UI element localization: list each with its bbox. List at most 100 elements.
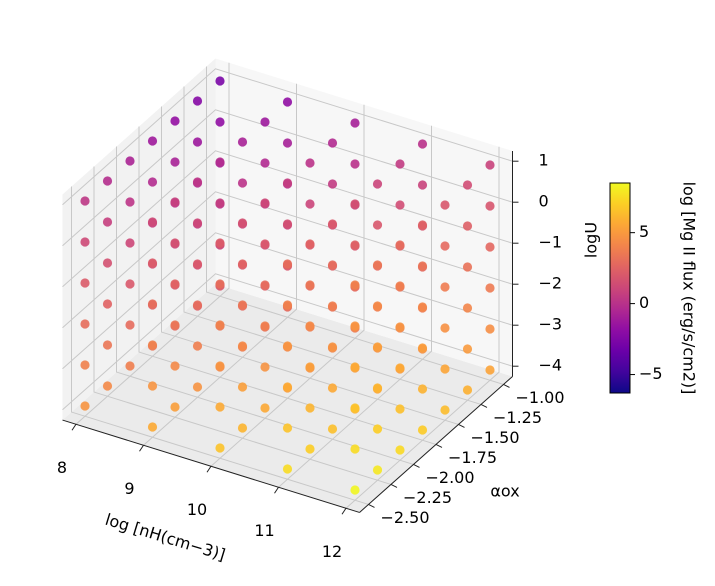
point (260, 403, 270, 413)
point (215, 117, 225, 127)
point (372, 220, 383, 230)
grid-line (62, 68, 513, 206)
point (237, 423, 248, 433)
point (237, 300, 248, 310)
point (327, 342, 338, 352)
point (440, 282, 450, 292)
point (395, 404, 405, 414)
point (102, 340, 113, 350)
x-axis-label: log [nH(cm−3)] (103, 510, 228, 565)
point (395, 445, 405, 455)
colorbar (609, 182, 631, 394)
y-tick-label: −1.75 (448, 448, 497, 467)
point (237, 137, 248, 147)
point (260, 280, 270, 290)
point (485, 283, 495, 293)
point (192, 300, 203, 310)
x-tick (341, 507, 347, 515)
y-tick-label: −1.25 (493, 408, 542, 427)
y-tick-label: −2.50 (381, 508, 430, 527)
point (260, 239, 270, 249)
point (260, 362, 270, 372)
point (215, 361, 225, 371)
point (282, 382, 293, 392)
y-tick (368, 504, 375, 508)
z-tick-label: −2 (539, 274, 563, 293)
point (305, 444, 315, 454)
grid-line (138, 126, 437, 445)
point (350, 403, 360, 413)
point (327, 179, 338, 189)
point (215, 320, 225, 330)
point (305, 239, 315, 249)
grid-line (278, 125, 432, 488)
point (147, 258, 158, 268)
point (462, 221, 473, 231)
point (462, 180, 473, 190)
point (125, 279, 135, 289)
point (260, 321, 270, 331)
point (282, 219, 293, 229)
z-tick-label: 0 (539, 192, 549, 211)
point (372, 342, 383, 352)
point (485, 242, 495, 252)
points (80, 76, 495, 495)
point (305, 280, 315, 290)
point (125, 320, 135, 330)
point (192, 177, 203, 187)
point (125, 238, 135, 248)
point (417, 384, 428, 394)
point (192, 96, 203, 106)
point (462, 344, 473, 354)
point (80, 237, 90, 247)
point (350, 240, 360, 250)
y-tick (503, 384, 510, 388)
point (215, 157, 225, 167)
point (305, 321, 315, 331)
x-tick (71, 423, 77, 431)
point (102, 217, 113, 227)
point (282, 259, 293, 269)
point (80, 278, 90, 288)
point (215, 402, 225, 412)
point (102, 299, 113, 309)
point (215, 76, 225, 86)
point (192, 259, 203, 269)
point (395, 159, 405, 169)
point (192, 382, 203, 392)
grid-line (62, 273, 513, 411)
point (372, 301, 383, 311)
point (395, 281, 405, 291)
point (350, 321, 360, 331)
grid-line (345, 146, 500, 509)
x-tick-label: 11 (254, 521, 274, 540)
point (147, 136, 158, 146)
point (125, 197, 135, 207)
point (350, 280, 360, 290)
x-tick-label: 8 (57, 458, 67, 477)
y-axis-label: αox (490, 482, 519, 501)
point (147, 340, 158, 350)
point (462, 385, 473, 395)
point (237, 382, 248, 392)
y-tick-label: −1.50 (471, 428, 520, 447)
point (170, 279, 180, 289)
z-axis-label: logU (582, 222, 601, 258)
z-tick-label: −4 (539, 356, 563, 375)
point (147, 299, 158, 309)
point (350, 485, 360, 495)
point (80, 319, 90, 329)
x-tick-label: 12 (322, 542, 342, 561)
grid-line (62, 150, 513, 288)
point (305, 362, 315, 372)
point (440, 405, 450, 415)
point (462, 262, 473, 272)
point (350, 159, 360, 169)
point (485, 160, 495, 170)
point (237, 341, 248, 351)
y-tick-label: −2.00 (426, 468, 475, 487)
point (125, 361, 135, 371)
point (170, 361, 180, 371)
point (192, 137, 203, 147)
